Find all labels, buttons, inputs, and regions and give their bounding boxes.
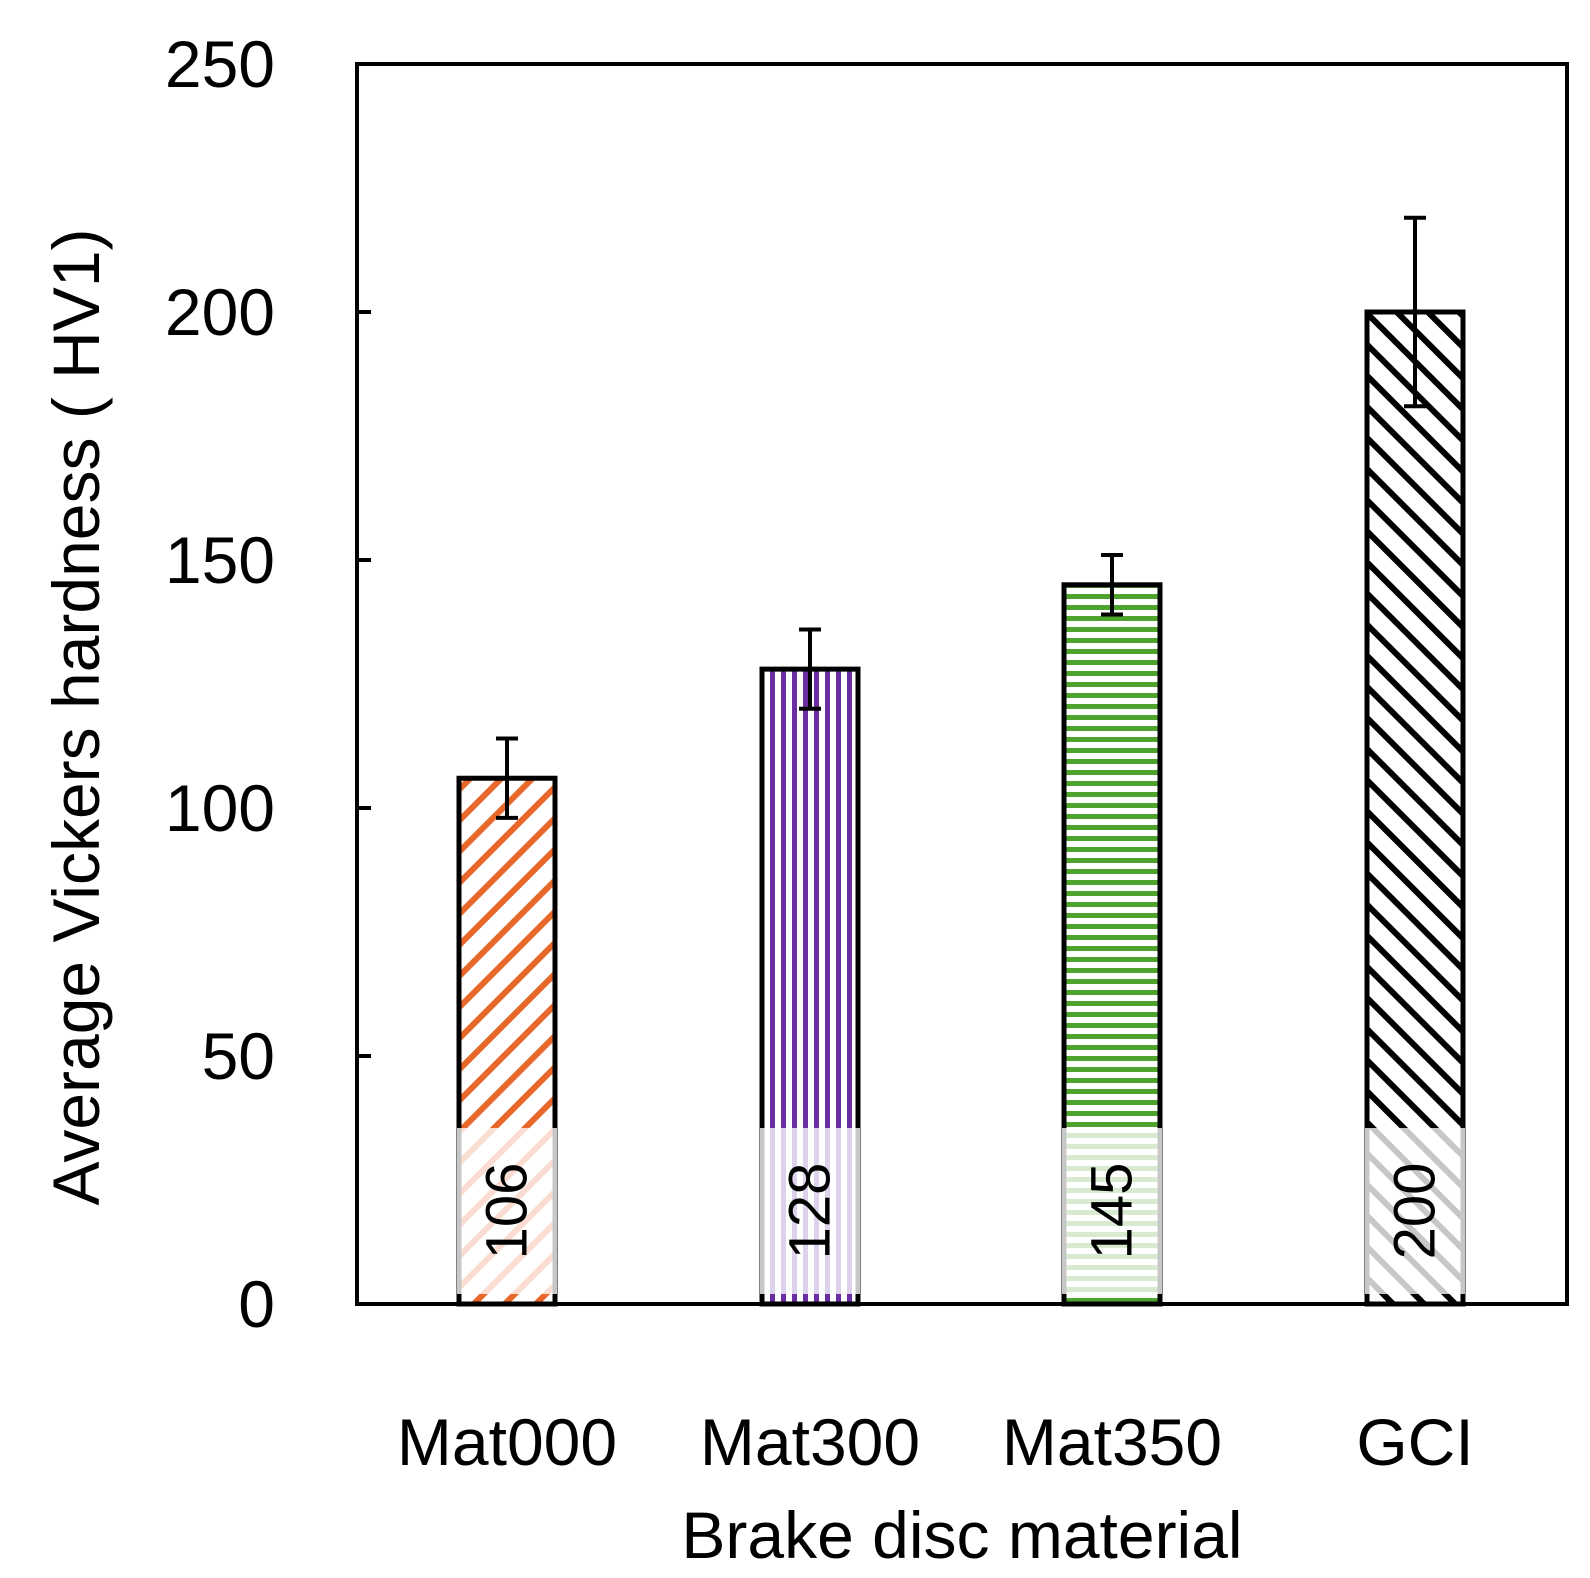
y-tick-label: 200: [165, 275, 275, 349]
value-label-mat350: 145: [1080, 1163, 1145, 1260]
x-category-label-mat350: Mat350: [1002, 1405, 1222, 1479]
error-bar-mat000: [496, 736, 518, 820]
plot-frame: [355, 62, 1569, 1306]
error-bar-gci: [1404, 215, 1426, 409]
value-label-mat300: 128: [778, 1163, 843, 1260]
y-axis-ticks: 0 50 100 150 200 250: [165, 27, 371, 1341]
value-label-band: [1062, 1128, 1162, 1294]
error-bar-mat350: [1101, 553, 1123, 617]
value-label-band: [760, 1128, 860, 1294]
y-tick-label: 0: [238, 1267, 275, 1341]
x-category-label-gci: GCI: [1356, 1405, 1473, 1479]
error-bars-layer: [496, 215, 1426, 820]
x-axis-categories: Mat000 Mat300 Mat350 GCI: [397, 1405, 1474, 1479]
x-axis-title: Brake disc material: [681, 1498, 1242, 1572]
value-labels-layer: 106 128 145 200: [457, 1128, 1465, 1294]
value-label-band: [1365, 1128, 1465, 1294]
y-tick-label: 100: [165, 771, 275, 845]
y-tick-label: 250: [165, 27, 275, 101]
y-tick-label: 50: [202, 1019, 275, 1093]
bars-layer: [456, 309, 1466, 1307]
y-axis-title: Average Vickers hardness ( HV1): [39, 228, 113, 1205]
x-category-label-mat000: Mat000: [397, 1405, 617, 1479]
value-label-mat000: 106: [475, 1163, 540, 1260]
error-bar-mat300: [799, 627, 821, 711]
value-label-band: [457, 1128, 557, 1294]
y-tick-label: 150: [165, 523, 275, 597]
value-label-gci: 200: [1383, 1163, 1448, 1260]
x-category-label-mat300: Mat300: [700, 1405, 920, 1479]
